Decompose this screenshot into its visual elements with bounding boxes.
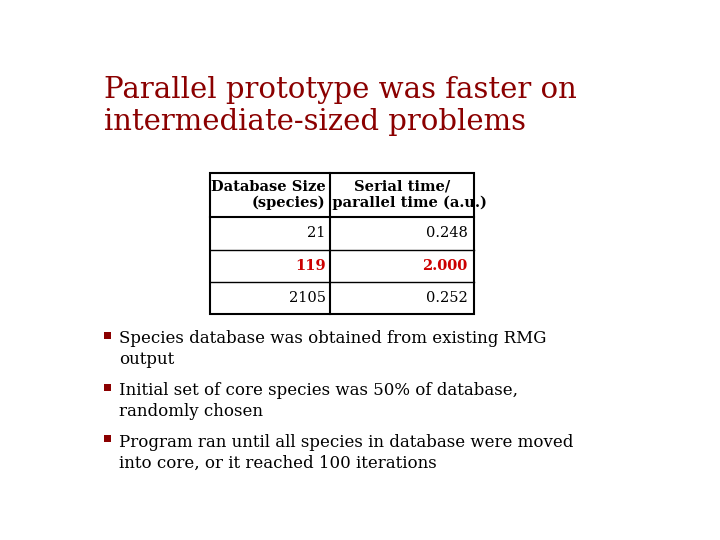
Text: Initial set of core species was 50% of database,
randomly chosen: Initial set of core species was 50% of d… — [120, 382, 518, 420]
Text: Species database was obtained from existing RMG
output: Species database was obtained from exist… — [120, 330, 546, 368]
Bar — [104, 383, 111, 390]
Bar — [104, 332, 111, 339]
Text: 0.252: 0.252 — [426, 291, 467, 305]
Text: 2105: 2105 — [289, 291, 325, 305]
Text: Program ran until all species in database were moved
into core, or it reached 10: Program ran until all species in databas… — [120, 434, 574, 471]
Text: 2.000: 2.000 — [422, 259, 467, 273]
Text: Serial time/
   parallel time (a.u.): Serial time/ parallel time (a.u.) — [317, 180, 487, 210]
Text: 0.248: 0.248 — [426, 226, 467, 240]
Text: 119: 119 — [295, 259, 325, 273]
Text: Parallel prototype was faster on
intermediate-sized problems: Parallel prototype was faster on interme… — [104, 76, 577, 136]
Text: Database Size
(species): Database Size (species) — [211, 180, 325, 210]
Bar — [104, 435, 111, 442]
Text: 21: 21 — [307, 226, 325, 240]
